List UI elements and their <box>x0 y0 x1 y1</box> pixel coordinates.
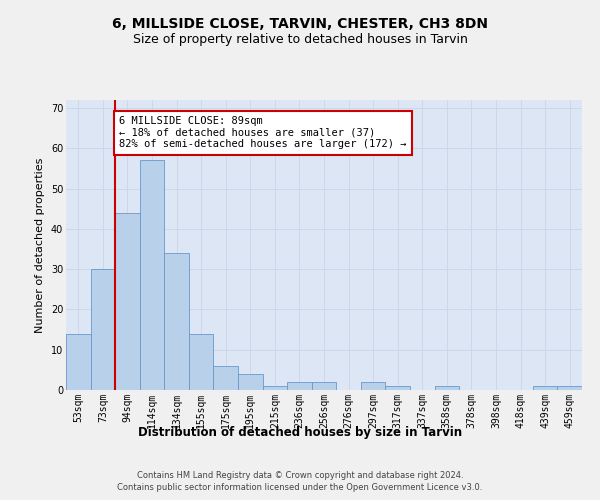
Bar <box>140 160 164 390</box>
Bar <box>91 269 115 390</box>
Bar <box>189 334 214 390</box>
Bar <box>238 374 263 390</box>
Text: 6 MILLSIDE CLOSE: 89sqm
← 18% of detached houses are smaller (37)
82% of semi-de: 6 MILLSIDE CLOSE: 89sqm ← 18% of detache… <box>119 116 406 150</box>
Text: Size of property relative to detached houses in Tarvin: Size of property relative to detached ho… <box>133 32 467 46</box>
Bar <box>533 386 557 390</box>
Bar <box>385 386 410 390</box>
Bar <box>214 366 238 390</box>
Bar <box>557 386 582 390</box>
Bar <box>164 253 189 390</box>
Bar <box>312 382 336 390</box>
Bar <box>361 382 385 390</box>
Text: 6, MILLSIDE CLOSE, TARVIN, CHESTER, CH3 8DN: 6, MILLSIDE CLOSE, TARVIN, CHESTER, CH3 … <box>112 18 488 32</box>
Bar <box>263 386 287 390</box>
Bar <box>66 334 91 390</box>
Bar <box>287 382 312 390</box>
Y-axis label: Number of detached properties: Number of detached properties <box>35 158 45 332</box>
Text: Contains public sector information licensed under the Open Government Licence v3: Contains public sector information licen… <box>118 483 482 492</box>
Text: Distribution of detached houses by size in Tarvin: Distribution of detached houses by size … <box>138 426 462 439</box>
Bar <box>434 386 459 390</box>
Bar <box>115 213 140 390</box>
Text: Contains HM Land Registry data © Crown copyright and database right 2024.: Contains HM Land Registry data © Crown c… <box>137 470 463 480</box>
